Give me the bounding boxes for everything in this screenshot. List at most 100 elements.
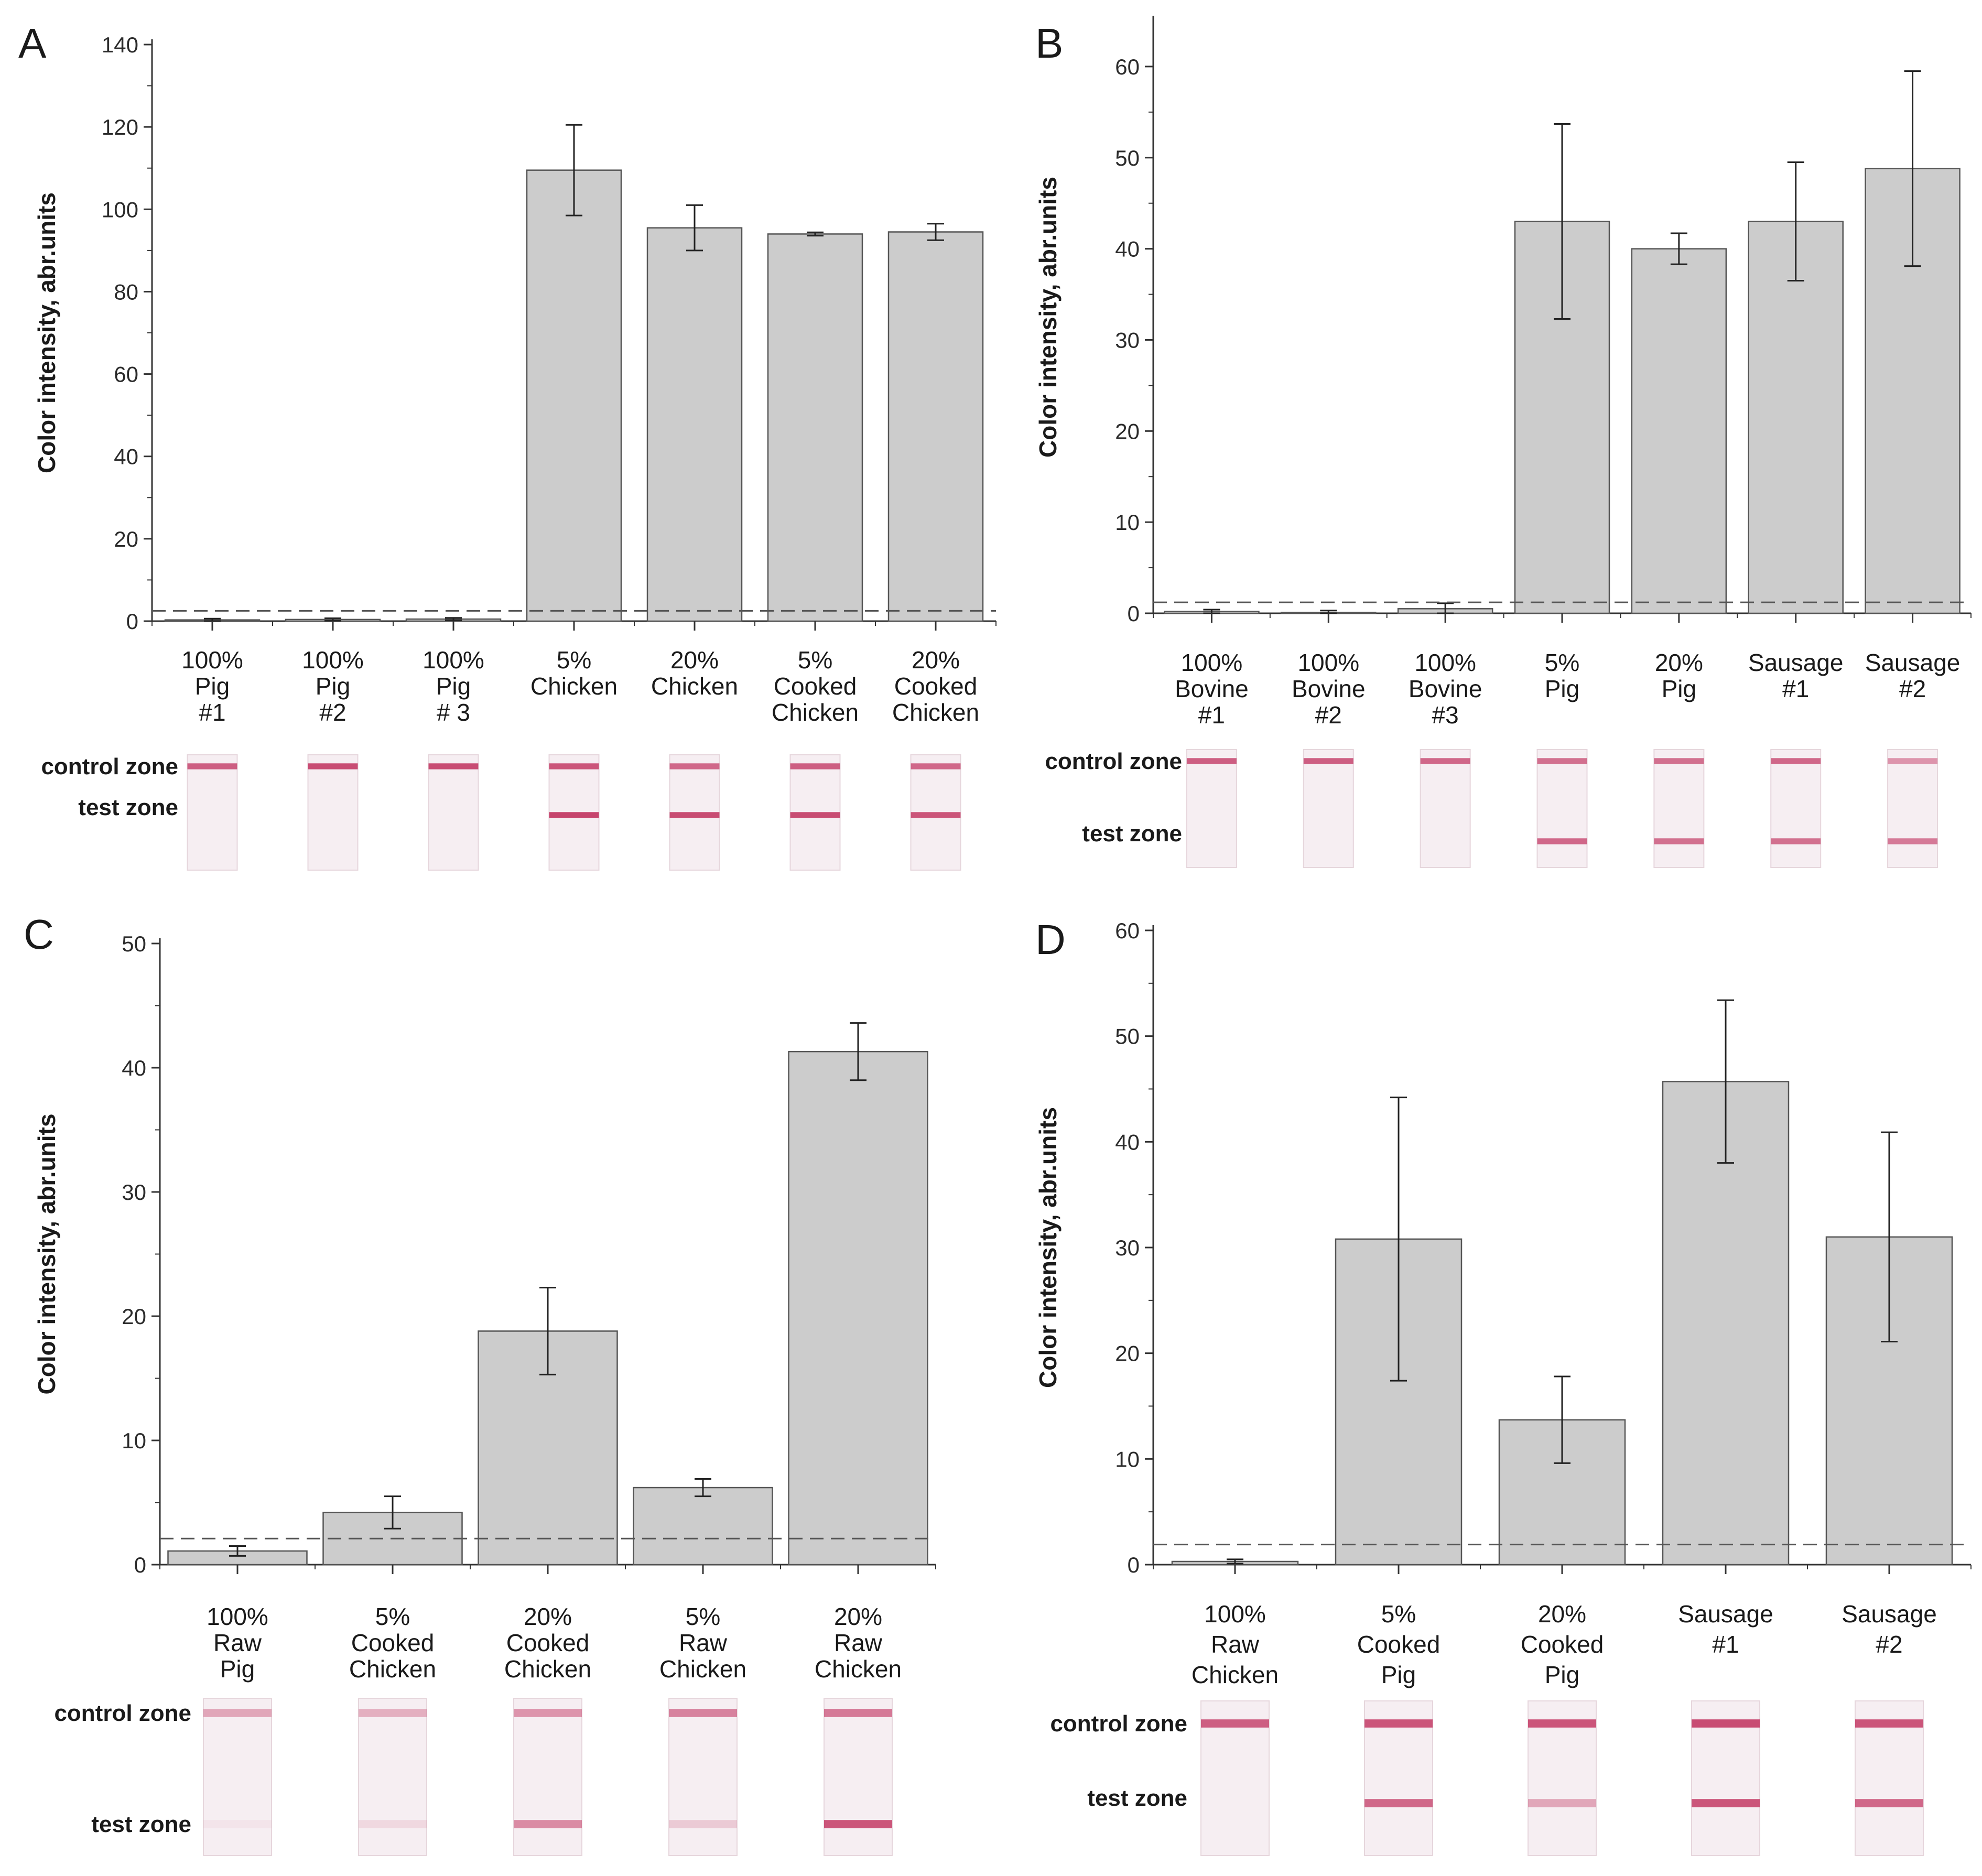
lfa-control-band: [428, 763, 479, 769]
test-zone-label: test zone: [1082, 821, 1182, 847]
x-tick-label: Chicken: [504, 1655, 591, 1683]
bar: [633, 1487, 773, 1566]
lfa-test-band: [514, 1820, 582, 1828]
lfa-control-band: [187, 763, 237, 769]
y-tick-label: 80: [114, 279, 138, 304]
lfa-test-band: [549, 812, 599, 818]
y-axis-label: Color intensity, abr.units: [33, 192, 60, 473]
y-tick-label: 50: [1115, 146, 1140, 170]
lfa-control-band: [824, 1709, 892, 1717]
lfa-control-band: [1537, 758, 1587, 764]
lfa-test-band: [669, 1820, 737, 1828]
x-tick-label: 100%: [302, 646, 364, 674]
x-tick-label: Pig: [1662, 675, 1696, 702]
lfa-strip: [1303, 749, 1354, 868]
x-tick-label: Pig: [316, 673, 350, 700]
error-bar: [229, 1545, 246, 1557]
lfa-control-band: [1303, 758, 1353, 764]
error-bar: [850, 1022, 867, 1081]
lfa-strip: [668, 1698, 738, 1856]
y-tick-label: 20: [114, 527, 138, 551]
test-zone-label: test zone: [78, 795, 178, 820]
x-tick-label: Chicken: [349, 1655, 436, 1683]
x-tick-label: #1: [1198, 701, 1225, 729]
lfa-test-band: [1364, 1799, 1433, 1807]
lfa-strip: [358, 1698, 427, 1856]
lfa-control-band: [669, 1709, 737, 1717]
lfa-strip: [1653, 749, 1705, 868]
x-tick-label: Raw: [1211, 1631, 1260, 1658]
y-tick-label: 100: [102, 197, 138, 222]
x-tick-label: Pig: [1545, 675, 1579, 702]
y-tick-label: 0: [134, 1553, 146, 1577]
y-tick-label: 60: [1115, 55, 1140, 79]
panel-a: A 0 20 40 60 80 100 120 140 Color intensity, abr.…: [18, 20, 997, 871]
lfa-control-band: [1654, 758, 1704, 764]
error-bar: [1554, 123, 1571, 320]
x-tick-label: 20%: [670, 646, 719, 674]
error-bar: [384, 1495, 401, 1530]
lfa-control-band: [549, 763, 599, 769]
y-tick-label: 40: [122, 1056, 146, 1080]
error-bar: [1717, 999, 1734, 1164]
bar: [1631, 248, 1727, 614]
error-bar: [1390, 1097, 1407, 1382]
lfa-test-band: [1528, 1799, 1596, 1807]
lfa-strip: [1420, 749, 1471, 868]
x-tick-label: Cooked: [1357, 1631, 1441, 1658]
lfa-control-band: [911, 763, 961, 769]
x-tick-label: Chicken: [772, 699, 859, 726]
x-tick-label: 5%: [798, 646, 832, 674]
control-zone-label: control zone: [41, 754, 178, 779]
test-zone-label: test zone: [91, 1812, 191, 1837]
x-tick-label: Raw: [834, 1629, 883, 1656]
lfa-test-band: [669, 812, 720, 818]
error-bar: [1227, 1558, 1243, 1565]
x-tick-label: Cooked: [351, 1629, 435, 1656]
y-tick-label: 120: [102, 115, 138, 139]
lfa-test-band: [911, 812, 961, 818]
lfa-test-band: [790, 812, 840, 818]
bar: [887, 231, 984, 622]
lfa-strip: [1536, 749, 1588, 868]
panel-c: C 0 10 20 30 40 50 Color intensity, abr.units 10…: [24, 911, 936, 1856]
x-tick-label: Cooked: [774, 673, 857, 700]
panel-label: C: [24, 911, 54, 958]
x-tick-label: Sausage: [1678, 1600, 1773, 1628]
x-tick-label: Pig: [1545, 1661, 1579, 1688]
lfa-strip: [1186, 749, 1237, 868]
y-tick-label: 10: [1115, 510, 1140, 535]
y-tick-label: 30: [1115, 1235, 1140, 1260]
lfa-strip: [1770, 749, 1822, 868]
error-bar: [686, 204, 703, 252]
lfa-test-band: [1654, 838, 1704, 844]
control-zone-label: control zone: [1050, 1711, 1187, 1737]
y-tick-label: 140: [102, 32, 138, 57]
x-tick-label: #3: [1432, 701, 1459, 729]
y-tick-label: 0: [126, 609, 138, 634]
error-bar: [927, 223, 944, 241]
x-tick-label: Chicken: [659, 1655, 746, 1683]
y-tick-label: 50: [1115, 1024, 1140, 1049]
y-axis-label: Color intensity, abr.units: [1034, 177, 1062, 458]
x-tick-label: #2: [1899, 675, 1926, 702]
x-tick-label: Pig: [436, 673, 471, 700]
panel-d: D 0 10 20 30 40 50 60 Color intensity, abr.units…: [1034, 916, 1972, 1856]
lfa-control-band: [1528, 1719, 1596, 1728]
x-tick-label: Sausage: [1748, 649, 1844, 676]
x-tick-label: Sausage: [1842, 1600, 1937, 1628]
error-bar: [324, 617, 341, 622]
panel-label: D: [1035, 916, 1066, 963]
x-tick-label: 5%: [557, 646, 591, 674]
x-tick-label: Bovine: [1409, 675, 1482, 702]
y-tick-label: 20: [1115, 419, 1140, 443]
x-tick-label: Chicken: [815, 1655, 902, 1683]
x-tick-label: 20%: [912, 646, 960, 674]
x-tick-label: 100%: [1297, 649, 1359, 676]
x-tick-label: 5%: [375, 1603, 410, 1630]
lfa-strip: [1887, 749, 1938, 868]
x-tick-label: Chicken: [892, 699, 979, 726]
y-tick-label: 40: [1115, 237, 1140, 262]
panel-label: B: [1035, 20, 1063, 67]
